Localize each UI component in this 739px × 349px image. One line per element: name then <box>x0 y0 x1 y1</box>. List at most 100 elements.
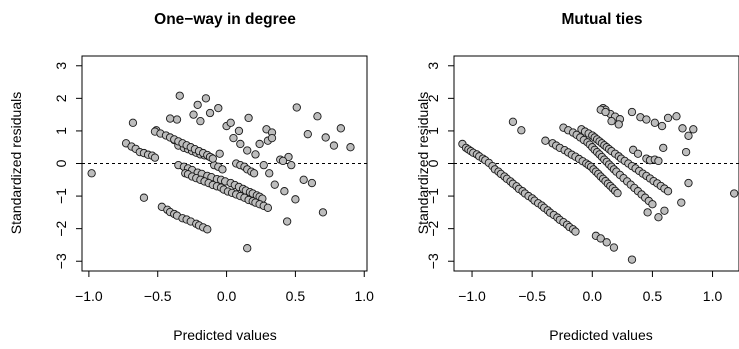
data-point <box>613 188 622 198</box>
data-point <box>175 91 184 100</box>
data-point <box>270 180 279 189</box>
data-point <box>684 131 693 140</box>
x-tick-label: 0.5 <box>643 288 663 304</box>
data-point <box>650 118 659 127</box>
x-tick-label: 0.0 <box>583 288 603 304</box>
y-tick-label: 0 <box>425 159 441 167</box>
data-point <box>251 150 260 159</box>
data-point <box>259 160 268 170</box>
y-tick-label: −2 <box>53 220 69 236</box>
data-point <box>672 112 681 121</box>
data-point <box>208 154 217 163</box>
y-tick-label: −3 <box>53 253 69 269</box>
data-point <box>214 103 223 113</box>
data-point <box>244 113 253 123</box>
y-tick-label: −3 <box>425 253 441 269</box>
data-point <box>226 118 235 127</box>
data-point <box>681 147 691 157</box>
y-tick-label: 1 <box>53 127 69 135</box>
y-tick-label: −1 <box>53 188 69 204</box>
y-axis-label: Standardized residuals <box>8 92 24 234</box>
data-point <box>318 208 328 217</box>
data-point <box>659 143 668 153</box>
data-point <box>201 94 211 103</box>
y-tick-label: −2 <box>425 220 441 236</box>
data-point <box>684 178 693 188</box>
data-point <box>267 133 277 143</box>
data-point <box>633 149 643 158</box>
data-point <box>203 225 212 234</box>
data-point <box>602 238 611 247</box>
data-point <box>627 255 637 264</box>
data-point <box>87 169 96 178</box>
data-point <box>172 115 182 124</box>
data-point <box>263 203 273 212</box>
data-point <box>236 139 245 149</box>
data-point <box>218 165 227 174</box>
data-point <box>284 152 293 162</box>
data-point <box>321 133 330 142</box>
data-point <box>642 115 651 124</box>
x-tick-label: −0.5 <box>518 288 546 304</box>
data-point <box>678 124 687 133</box>
data-point <box>291 195 300 204</box>
data-point <box>730 189 739 198</box>
data-point <box>234 126 244 136</box>
chart-mutual-ties: Mutual ties −1.0 −0.5 0.0 0.5 1.0 −3 −2 −1 0 1 2 3… <box>415 11 739 343</box>
data-point <box>313 112 322 121</box>
data-point <box>282 217 292 226</box>
data-point <box>280 187 289 196</box>
data-point <box>596 234 605 243</box>
x-tick-label: −1.0 <box>458 288 486 304</box>
data-point <box>643 208 652 217</box>
y-tick-label: 0 <box>53 159 69 167</box>
data-point <box>139 193 149 202</box>
y-tick-label: 3 <box>425 62 441 70</box>
data-point <box>517 126 526 135</box>
data-point <box>571 227 580 236</box>
data-point <box>243 244 252 253</box>
y-tick-label: −1 <box>425 188 441 204</box>
data-point <box>336 124 345 133</box>
data-point <box>265 169 274 178</box>
chart-title: One−way in degree <box>154 11 296 28</box>
data-point <box>663 113 673 123</box>
points <box>87 91 355 253</box>
x-ticks: −1.0 −0.5 0.0 0.5 1.0 <box>458 271 722 304</box>
data-point <box>657 121 667 131</box>
data-point <box>654 213 663 222</box>
data-point <box>215 149 224 158</box>
points <box>458 103 739 264</box>
y-tick-label: 1 <box>425 127 441 135</box>
y-tick-label: 2 <box>53 94 69 102</box>
data-point <box>689 125 698 134</box>
x-tick-label: 1.0 <box>703 288 723 304</box>
data-point <box>128 118 138 127</box>
y-tick-label: 3 <box>53 62 69 70</box>
x-tick-label: −0.5 <box>144 288 172 304</box>
x-tick-label: 0.5 <box>286 288 306 304</box>
x-tick-label: 0.0 <box>217 288 237 304</box>
data-point <box>541 136 550 145</box>
data-point <box>627 107 637 117</box>
data-point <box>601 107 610 117</box>
data-point <box>303 130 312 139</box>
chart-title: Mutual ties <box>562 11 643 28</box>
data-point <box>243 146 252 155</box>
x-tick-label: −1.0 <box>75 288 103 304</box>
data-point <box>614 120 623 129</box>
y-ticks: −3 −2 −1 0 1 2 3 <box>425 62 454 269</box>
data-point <box>307 178 317 188</box>
data-point <box>648 200 657 209</box>
data-point <box>229 133 238 143</box>
data-point <box>663 187 673 196</box>
y-axis-label: Standardized residuals <box>415 92 431 234</box>
data-point <box>346 143 355 152</box>
x-tick-label: 1.0 <box>355 288 375 304</box>
data-point <box>150 153 160 162</box>
data-point <box>292 103 301 112</box>
x-axis-label: Predicted values <box>549 327 653 343</box>
x-ticks: −1.0 −0.5 0.0 0.5 1.0 <box>75 271 374 304</box>
data-point <box>607 117 616 126</box>
